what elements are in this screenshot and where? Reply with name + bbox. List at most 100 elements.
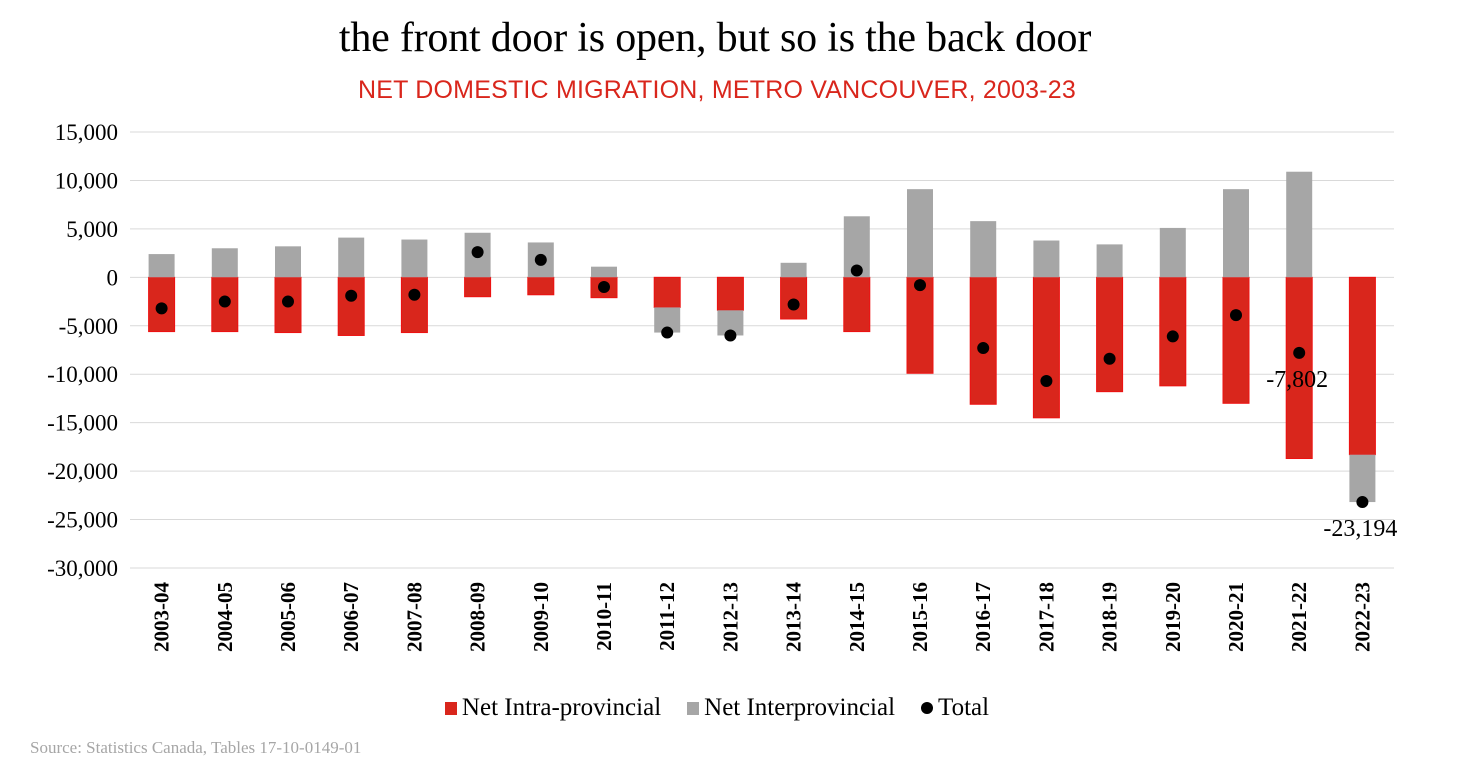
y-tick-label: -5,000: [59, 314, 118, 339]
y-tick-label: 10,000: [55, 168, 118, 193]
legend-swatch-inter: [687, 701, 700, 715]
bar-interprovincial: [1223, 189, 1249, 278]
total-point: [534, 253, 547, 266]
bar-interprovincial: [1096, 244, 1123, 278]
bar-intra-provincial: [1032, 276, 1060, 419]
y-tick-label: -10,000: [47, 362, 118, 387]
bar-intra-provincial: [527, 276, 555, 296]
x-tick-label: 2021-22: [1287, 582, 1311, 652]
x-tick-label: 2022-23: [1350, 582, 1374, 652]
total-point: [218, 295, 231, 308]
total-point: [724, 329, 737, 342]
total-point: [345, 289, 358, 302]
bar-intra-provincial: [1096, 276, 1124, 393]
y-tick-label: 5,000: [66, 217, 118, 242]
x-tick-label: 2008-09: [466, 582, 490, 652]
legend: Net Intra-provincial Net Interprovincial…: [0, 694, 1434, 722]
bar-interprovincial: [1033, 240, 1060, 278]
x-tick-label: 2013-14: [782, 582, 806, 652]
x-tick-label: 2015-16: [908, 582, 932, 652]
x-tick-label: 2003-04: [150, 582, 174, 652]
bar-interprovincial: [780, 262, 807, 278]
bar-intra-provincial: [780, 276, 808, 320]
total-point: [598, 281, 610, 294]
y-tick-label: -15,000: [47, 411, 118, 436]
bar-intra-provincial: [843, 276, 871, 333]
bar-interprovincial: [148, 254, 175, 278]
x-tick-label: 2006-07: [339, 582, 363, 652]
bar-intra-provincial: [1222, 276, 1250, 404]
total-point: [282, 295, 294, 308]
legend-dot-total: [921, 702, 934, 714]
total-point: [850, 264, 863, 277]
gridlines: [130, 131, 1394, 569]
x-tick-label: 2010-11: [592, 582, 616, 651]
x-tick-label: 2004-05: [213, 582, 237, 652]
bar-interprovincial: [275, 246, 301, 278]
y-tick-label: -25,000: [47, 508, 118, 533]
total-point: [1293, 346, 1306, 359]
bar-intra-provincial: [337, 276, 365, 336]
data-labels: -7,802 -23,194: [1266, 367, 1397, 542]
x-tick-label: 2012-13: [718, 582, 742, 652]
y-tick-label: -30,000: [47, 556, 118, 581]
total-point: [977, 342, 990, 355]
bar-intra-provincial: [400, 276, 428, 334]
y-axis: 15,000 10,000 5,000 0 -5,000 -10,000 -15,000 -2…: [47, 120, 118, 581]
total-data-label: -23,194: [1323, 516, 1397, 542]
bar-interprovincial: [1286, 171, 1313, 278]
bars: [148, 171, 1376, 503]
chart-subtitle: NET DOMESTIC MIGRATION, METRO VANCOUVER,…: [357, 76, 1077, 104]
total-points: [155, 246, 1369, 509]
total-point: [1103, 352, 1116, 365]
total-point: [1356, 496, 1369, 509]
legend-label-total: Total: [938, 694, 990, 721]
bar-intra-provincial: [1348, 276, 1376, 456]
x-tick-label: 2018-19: [1098, 582, 1122, 652]
bar-intra-provincial: [969, 276, 997, 405]
total-point: [1040, 375, 1053, 388]
stacked-bar-chart: 15,000 10,000 5,000 0 -5,000 -10,000 -15,000 -2…: [47, 120, 1397, 652]
x-tick-label: 2011-12: [655, 582, 679, 651]
total-point: [914, 279, 926, 292]
total-data-label: -7,802: [1266, 367, 1328, 393]
legend-item-inter: Net Interprovincial: [687, 694, 895, 722]
bar-intra-provincial: [653, 276, 681, 308]
bar-interprovincial: [211, 248, 238, 278]
bar-interprovincial: [338, 237, 365, 278]
chart-title: the front door is open, but so is the ba…: [338, 15, 1092, 61]
x-tick-label: 2020-21: [1224, 582, 1248, 652]
total-point: [661, 326, 674, 339]
bar-intra-provincial: [906, 276, 934, 374]
total-point: [408, 288, 421, 301]
x-tick-label: 2005-06: [276, 582, 300, 652]
total-point: [471, 246, 484, 259]
x-tick-label: 2009-10: [529, 582, 553, 652]
bar-interprovincial: [1159, 227, 1186, 278]
x-axis: 2003-04 2004-05 2005-06 2006-07 2007-08 2008-…: [150, 582, 1375, 652]
bar-intra-provincial: [464, 276, 492, 298]
x-tick-label: 2007-08: [402, 582, 426, 652]
bar-interprovincial: [1349, 454, 1376, 503]
bar-intra-provincial: [1285, 276, 1313, 460]
y-tick-label: 15,000: [55, 120, 118, 145]
total-point: [1166, 330, 1179, 343]
x-tick-label: 2014-15: [845, 582, 869, 652]
legend-label-intra: Net Intra-provincial: [461, 694, 662, 721]
x-tick-label: 2019-20: [1161, 582, 1185, 652]
bar-intra-provincial: [716, 276, 744, 311]
source-note: Source: Statistics Canada, Tables 17-10-…: [30, 738, 362, 757]
total-point: [155, 302, 168, 315]
bar-interprovincial: [970, 221, 997, 278]
legend-item-total: Total: [921, 694, 989, 722]
legend-swatch-intra: [444, 701, 457, 715]
y-tick-label: 0: [107, 265, 119, 290]
total-point: [1230, 309, 1242, 322]
bar-interprovincial: [401, 239, 428, 278]
legend-label-inter: Net Interprovincial: [704, 694, 896, 721]
legend-item-intra: Net Intra-provincial: [444, 694, 662, 722]
y-tick-label: -20,000: [47, 459, 118, 484]
x-tick-label: 2016-17: [971, 582, 995, 652]
bar-interprovincial: [591, 266, 617, 278]
total-point: [787, 298, 800, 311]
